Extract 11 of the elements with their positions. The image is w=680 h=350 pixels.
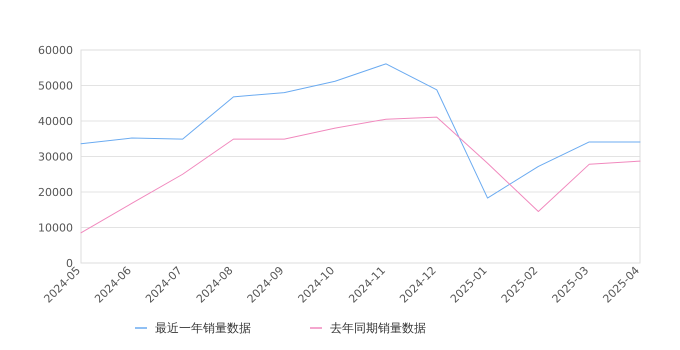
y-tick-label: 30000: [38, 150, 73, 164]
legend-label: 最近一年销量数据: [155, 321, 251, 335]
line-series: [80, 63, 640, 199]
line-series: [80, 116, 640, 234]
y-tick-label: 10000: [38, 222, 73, 234]
legend-label: 去年同期销量数据: [330, 321, 426, 335]
y-tick-label: 0: [66, 257, 73, 270]
y-tick-label: 20000: [38, 186, 73, 199]
y-tick-label: 50000: [38, 80, 73, 92]
y-tick-label: 60000: [38, 44, 73, 57]
y-tick-label: 40000: [38, 115, 73, 128]
